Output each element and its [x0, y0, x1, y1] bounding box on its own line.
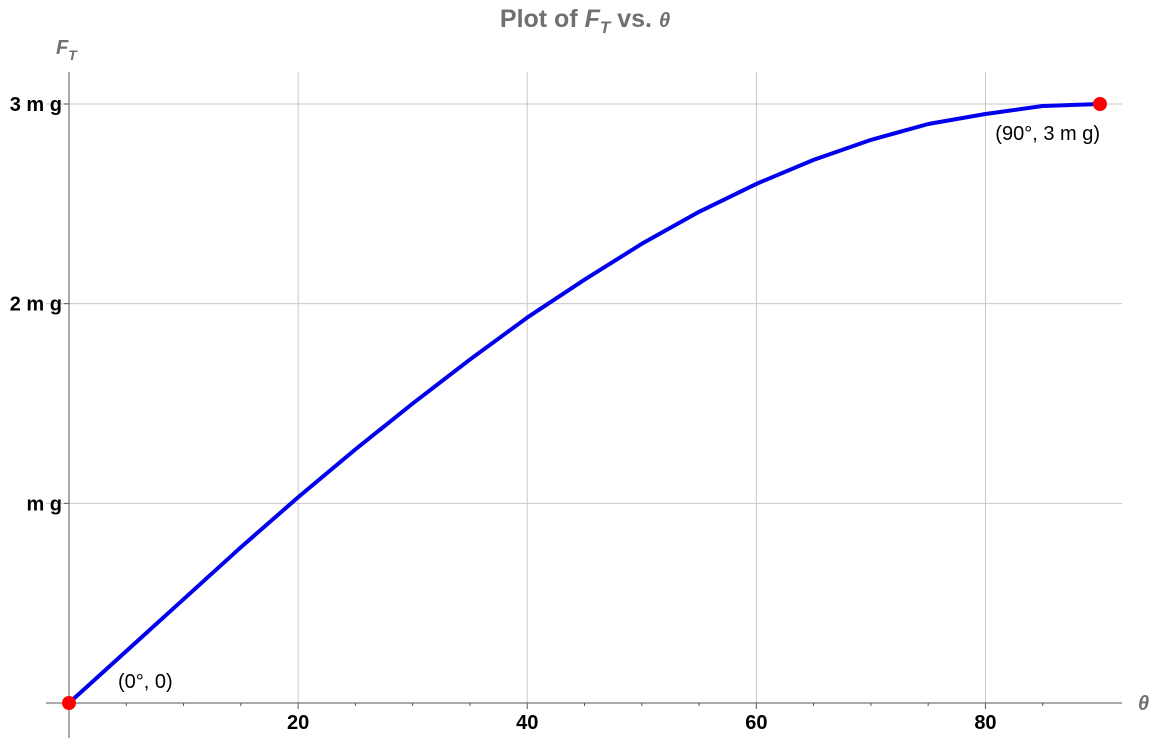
highlight-point	[62, 696, 76, 710]
annotations: (0°, 0) (90°, 3 m g)	[118, 123, 1100, 693]
x-tick-label: 60	[745, 712, 767, 734]
y-axis-label: FT	[56, 37, 78, 63]
series-line	[67, 102, 1102, 705]
highlight-points	[62, 97, 1107, 710]
x-tick-label: 80	[974, 712, 996, 734]
y-tick-label: 2 m g	[10, 294, 62, 316]
point-annotation: (90°, 3 m g)	[995, 123, 1100, 145]
y-axis-label-sub: T	[68, 47, 78, 63]
x-tick-label: 40	[516, 712, 538, 734]
highlight-point	[1093, 97, 1107, 111]
chart-title-var-sub: T	[600, 18, 612, 37]
chart-title: Plot of FT vs. θ	[500, 5, 670, 37]
tick-labels: 20 40 60 80 m g 2 m g 3 m g	[10, 94, 997, 734]
y-tick-label: m g	[26, 493, 62, 515]
series	[67, 102, 1102, 705]
x-tick-label: 20	[287, 712, 309, 734]
y-tick-label: 3 m g	[10, 94, 62, 116]
chart-title-var: F	[585, 5, 601, 33]
chart-title-middle: vs.	[610, 5, 659, 33]
y-axis-label-var: F	[56, 37, 69, 59]
axes	[46, 72, 1122, 738]
x-axis-label: θ	[1138, 693, 1149, 715]
grid-lines	[46, 72, 1122, 703]
chart-title-prefix: Plot of	[500, 5, 585, 33]
point-annotation: (0°, 0)	[118, 671, 173, 693]
tick-marks	[64, 103, 1044, 709]
chart-title-var2: θ	[659, 10, 670, 32]
